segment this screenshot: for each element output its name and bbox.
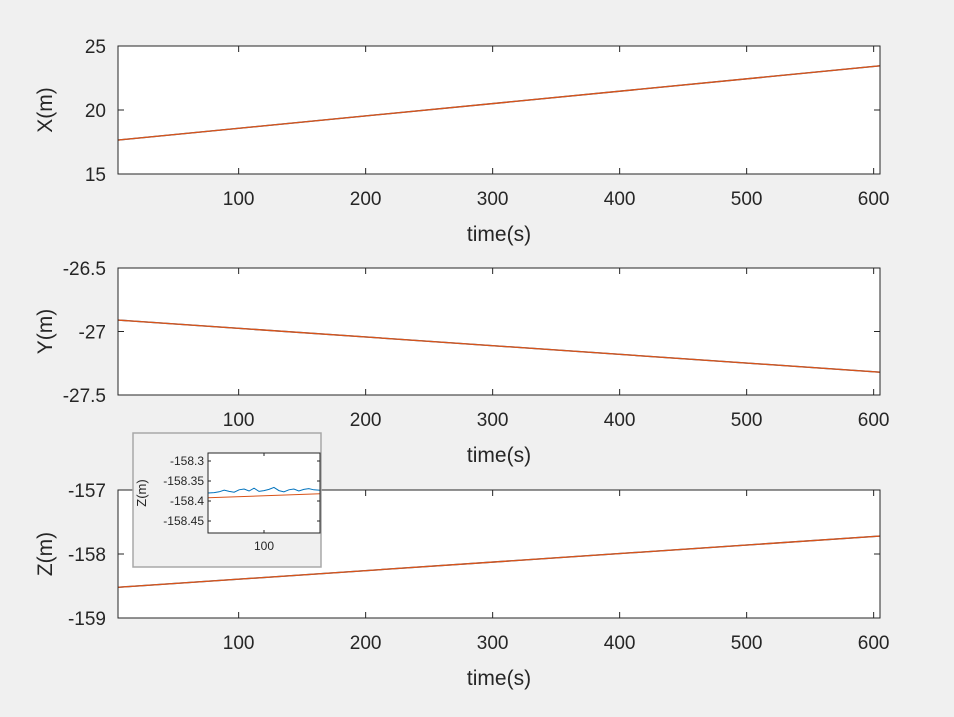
inset-y-axis-label: Z(m) [134,479,149,506]
x-tick-label: 100 [223,410,255,431]
series-line-1 [117,535,881,588]
y-tick-label: -27 [79,323,106,344]
y-tick-label: 15 [85,165,106,186]
series-line-1 [117,319,881,373]
series-line-0 [207,486,321,494]
y-tick-label: -158.3 [170,454,204,468]
x-tick-label: 300 [477,410,509,431]
x-tick-label: 100 [254,539,274,553]
x-tick-label: 600 [858,410,890,431]
y-axis-label: Z(m) [34,532,57,576]
plot-area [118,46,880,174]
y-tick-label: -27.5 [63,386,106,407]
axes-frame [117,489,881,619]
y-tick-label: -158.45 [163,514,204,528]
plot-area [118,268,880,395]
x-tick-label: 600 [858,633,890,654]
x-tick-label: 400 [604,410,636,431]
x-tick-label: 100 [223,189,255,210]
x-tick-label: 500 [731,633,763,654]
x-tick-label: 400 [604,633,636,654]
x-tick-label: 200 [350,410,382,431]
x-tick-label: 500 [731,410,763,431]
plot-area [208,453,320,533]
y-tick-label: -158.35 [163,474,204,488]
y-tick-label: 25 [85,37,106,58]
x-tick-label: 100 [223,633,255,654]
series-line-1 [117,65,881,141]
x-tick-label: 400 [604,189,636,210]
subplot-x-position: 100 200 300 400 500 600 15 20 25 time(s) X(m) [34,37,890,246]
axes-frame [117,45,881,175]
subplot-y-position: 100 200 300 400 500 600 -27.5 -27 -26.5 time(s) Y(… [34,259,890,467]
x-tick-label: 600 [858,189,890,210]
x-tick-label: 200 [350,189,382,210]
x-axis-label: time(s) [467,444,531,467]
y-tick-label: -157 [68,481,106,502]
y-axis-label: X(m) [34,87,57,133]
x-tick-label: 200 [350,633,382,654]
y-tick-label: -158 [68,545,106,566]
x-tick-label: 300 [477,189,509,210]
x-tick-label: 300 [477,633,509,654]
x-axis-label: time(s) [467,223,531,246]
y-tick-label: -158.4 [170,494,204,508]
y-tick-label: -26.5 [63,259,106,280]
x-tick-label: 500 [731,189,763,210]
y-axis-label: Y(m) [34,309,57,355]
y-tick-label: 20 [85,101,106,122]
y-tick-label: -159 [68,609,106,630]
axes-frame [207,452,321,534]
axes-frame [117,267,881,396]
x-axis-label: time(s) [467,667,531,690]
series-line-1 [207,493,321,499]
inset-zoom-z-position: 100 -158.45 -158.4 -158.35 -158.3 Z(m) [132,432,322,568]
